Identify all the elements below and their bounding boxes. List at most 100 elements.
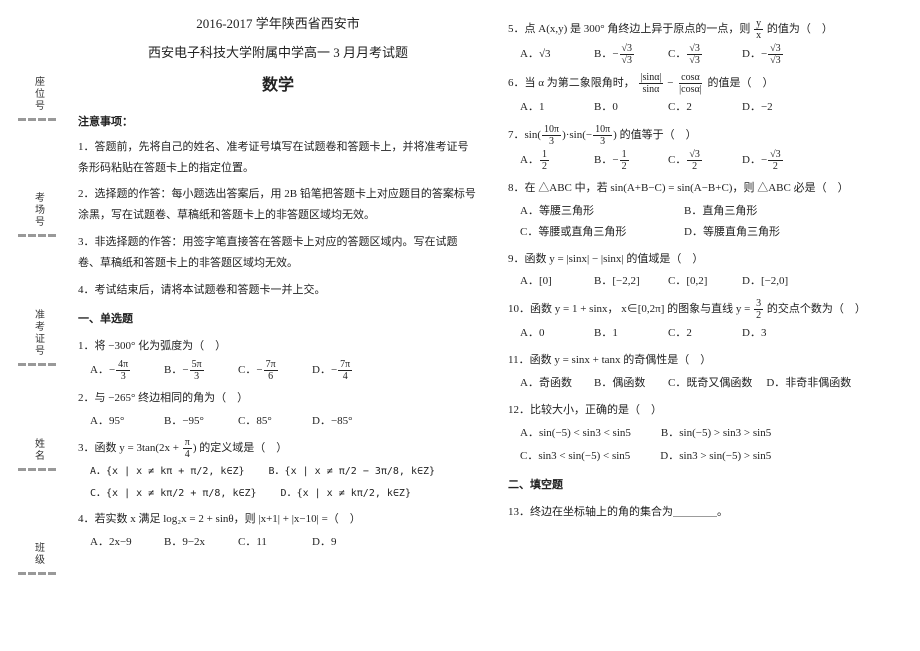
q6-opt-c: C．2 [668, 97, 728, 118]
neg-sign: − [331, 364, 337, 376]
opt-label: D．− [742, 48, 767, 60]
frac-den: 2 [620, 161, 629, 172]
opt-label: D． [312, 364, 331, 376]
neg-sign: − [256, 364, 262, 376]
class-label: 班级 [31, 542, 46, 566]
frac-den: 4 [183, 449, 192, 460]
q5-opt-c: C．√3√3 [668, 43, 728, 66]
q1-opt-c: C．−7π6 [238, 359, 298, 382]
q6-opt-d: D．−2 [742, 97, 802, 118]
q12-opt-d: D．sin3 > sin(−5) > sin5 [660, 446, 771, 467]
opt-label: A． [520, 154, 539, 166]
frac-den: x [754, 30, 763, 41]
opt-label: C． [90, 488, 106, 499]
seat-number-group: 座位号 [18, 76, 58, 121]
q3-opt-c: C．{x | x ≠ kπ/2 + π/8, k∈Z} [90, 484, 257, 503]
q1-opt-b: B．−5π3 [164, 359, 224, 382]
q8-options: A．等腰三角形 B．直角三角形 C．等腰或直角三角形 D．等腰直角三角形 [520, 201, 908, 243]
seat-number-label: 座位号 [31, 76, 46, 112]
q3-options: A．{x | x ≠ kπ + π/2, k∈Z} B．{x | x ≠ π/2… [90, 462, 478, 503]
frac-num: √3 [768, 149, 783, 161]
q7-post: ) 的值等于（ ） [613, 129, 696, 141]
q9-opt-a: A．[0] [520, 271, 580, 292]
section-single-choice: 一、单选题 [78, 309, 478, 330]
room-number-label: 考场号 [31, 192, 46, 228]
blank-line [18, 572, 58, 575]
q4-opt-a: A．2x−9 [90, 532, 150, 553]
frac-den: sinα [641, 84, 662, 95]
frac-num: 3 [754, 298, 763, 310]
neg-sign: − [182, 364, 188, 376]
frac-den: 6 [266, 371, 275, 382]
opt-text: {x | x ≠ kπ/2 + π/8, k∈Z} [106, 488, 257, 499]
opt-label: C． [668, 154, 686, 166]
frac-den: √3 [768, 55, 783, 66]
frac-num: 1 [540, 149, 549, 161]
frac-num: |sinα| [639, 72, 664, 84]
opt-label: B． [269, 466, 285, 477]
q9-opt-c: C．[0,2] [668, 271, 728, 292]
frac-num: π [183, 437, 192, 449]
q12-text: 12．比较大小，正确的是（ ） [508, 400, 908, 421]
q5-text: 5．点 A(x,y) 是 300° 角终边上异于原点的一点，则 yx 的值为（ … [508, 18, 908, 41]
frac-num: 1 [620, 149, 629, 161]
q7-text: 7．sin(10π3)·sin(−10π3) 的值等于（ ） [508, 124, 908, 147]
frac-num: y [754, 18, 763, 30]
q11-opt-a: A．奇函数 [520, 373, 580, 394]
frac-den: 3 [598, 136, 607, 147]
q7-opt-c: C．√32 [668, 149, 728, 172]
q7-options: A．12 B．−12 C．√32 D．−√32 [520, 149, 908, 172]
q10-pre: 10．函数 y = 1 + sinx， x∈[0,2π] 的图象与直线 [508, 303, 733, 315]
q3-fn: y = 3tan(2x + [119, 442, 182, 454]
left-column: 2016-2017 学年陕西省西安市 西安电子科技大学附属中学高一 3 月月考试… [78, 12, 478, 639]
q10-options: A．0 B．1 C．2 D．3 [520, 323, 908, 344]
q9-options: A．[0] B．[−2,2] C．[0,2] D．[−2,0] [520, 271, 908, 292]
q11-opt-b: B．偶函数 [594, 373, 654, 394]
frac-den: 2 [690, 161, 699, 172]
q2-opt-b: B．−95° [164, 411, 224, 432]
frac-den: 2 [754, 310, 763, 321]
q11-opt-c: C．既奇又偶函数 [668, 373, 752, 394]
opt-label: C． [668, 48, 686, 60]
opt-label: D． [281, 488, 297, 499]
q10-opt-d: D．3 [742, 323, 802, 344]
frac-den: 3 [192, 371, 201, 382]
q4-options: A．2x−9 B．9−2x C．11 D．9 [90, 532, 478, 553]
q11-options: A．奇函数 B．偶函数 C．既奇又偶函数 D．非奇非偶函数 [520, 373, 908, 394]
q9-opt-b: B．[−2,2] [594, 271, 654, 292]
opt-label: A． [90, 364, 109, 376]
opt-label: B．− [594, 48, 619, 60]
frac-num: 7π [338, 359, 352, 371]
frac-num: 5π [190, 359, 204, 371]
q12-opt-a: A．sin(−5) < sin3 < sin5 [520, 423, 631, 444]
q5-opt-d: D．−√3√3 [742, 43, 802, 66]
frac-den: √3 [620, 55, 635, 66]
q2-text: 2．与 −265° 终边相同的角为（ ） [78, 388, 478, 409]
q6-opt-b: B．0 [594, 97, 654, 118]
q4-text: 4．若实数 x 满足 log₂x = 2 + sinθ，则 |x+1| + |x… [78, 509, 478, 530]
frac-num: 4π [116, 359, 130, 371]
q7-pre: 7．sin( [508, 129, 541, 141]
q1-opt-d: D．−7π4 [312, 359, 372, 382]
q2-opt-d: D．−85° [312, 411, 372, 432]
frac-den: 2 [540, 161, 549, 172]
q10-opt-c: C．2 [668, 323, 728, 344]
exam-id-label: 准考证号 [31, 309, 46, 357]
frac-num: cosα [679, 72, 702, 84]
q8-opt-d: D．等腰直角三角形 [684, 222, 780, 243]
q6-text: 6．当 α 为第二象限角时， |sinα|sinα − cosα|cosα| 的… [508, 72, 908, 95]
neg-sign: − [761, 154, 767, 166]
right-column: 5．点 A(x,y) 是 300° 角终边上异于原点的一点，则 yx 的值为（ … [508, 12, 908, 639]
q4-opt-b: B．9−2x [164, 532, 224, 553]
frac-num: √3 [620, 43, 635, 55]
neg-sign: − [612, 154, 618, 166]
q11-opt-d: D．非奇非偶函数 [766, 373, 851, 394]
notice-4: 4．考试结束后，请将本试题卷和答题卡一并上交。 [78, 280, 478, 301]
q6-pre: 6．当 α 为第二象限角时， [508, 77, 635, 89]
q8-opt-a: A．等腰三角形 [520, 201, 670, 222]
q3-post: ) 的定义域是（ ） [193, 442, 287, 454]
q3-opt-d: D．{x | x ≠ kπ/2, k∈Z} [281, 484, 411, 503]
opt-text: {x | x ≠ kπ + π/2, k∈Z} [106, 466, 244, 477]
blank-line [18, 234, 58, 237]
blank-line [18, 118, 58, 121]
